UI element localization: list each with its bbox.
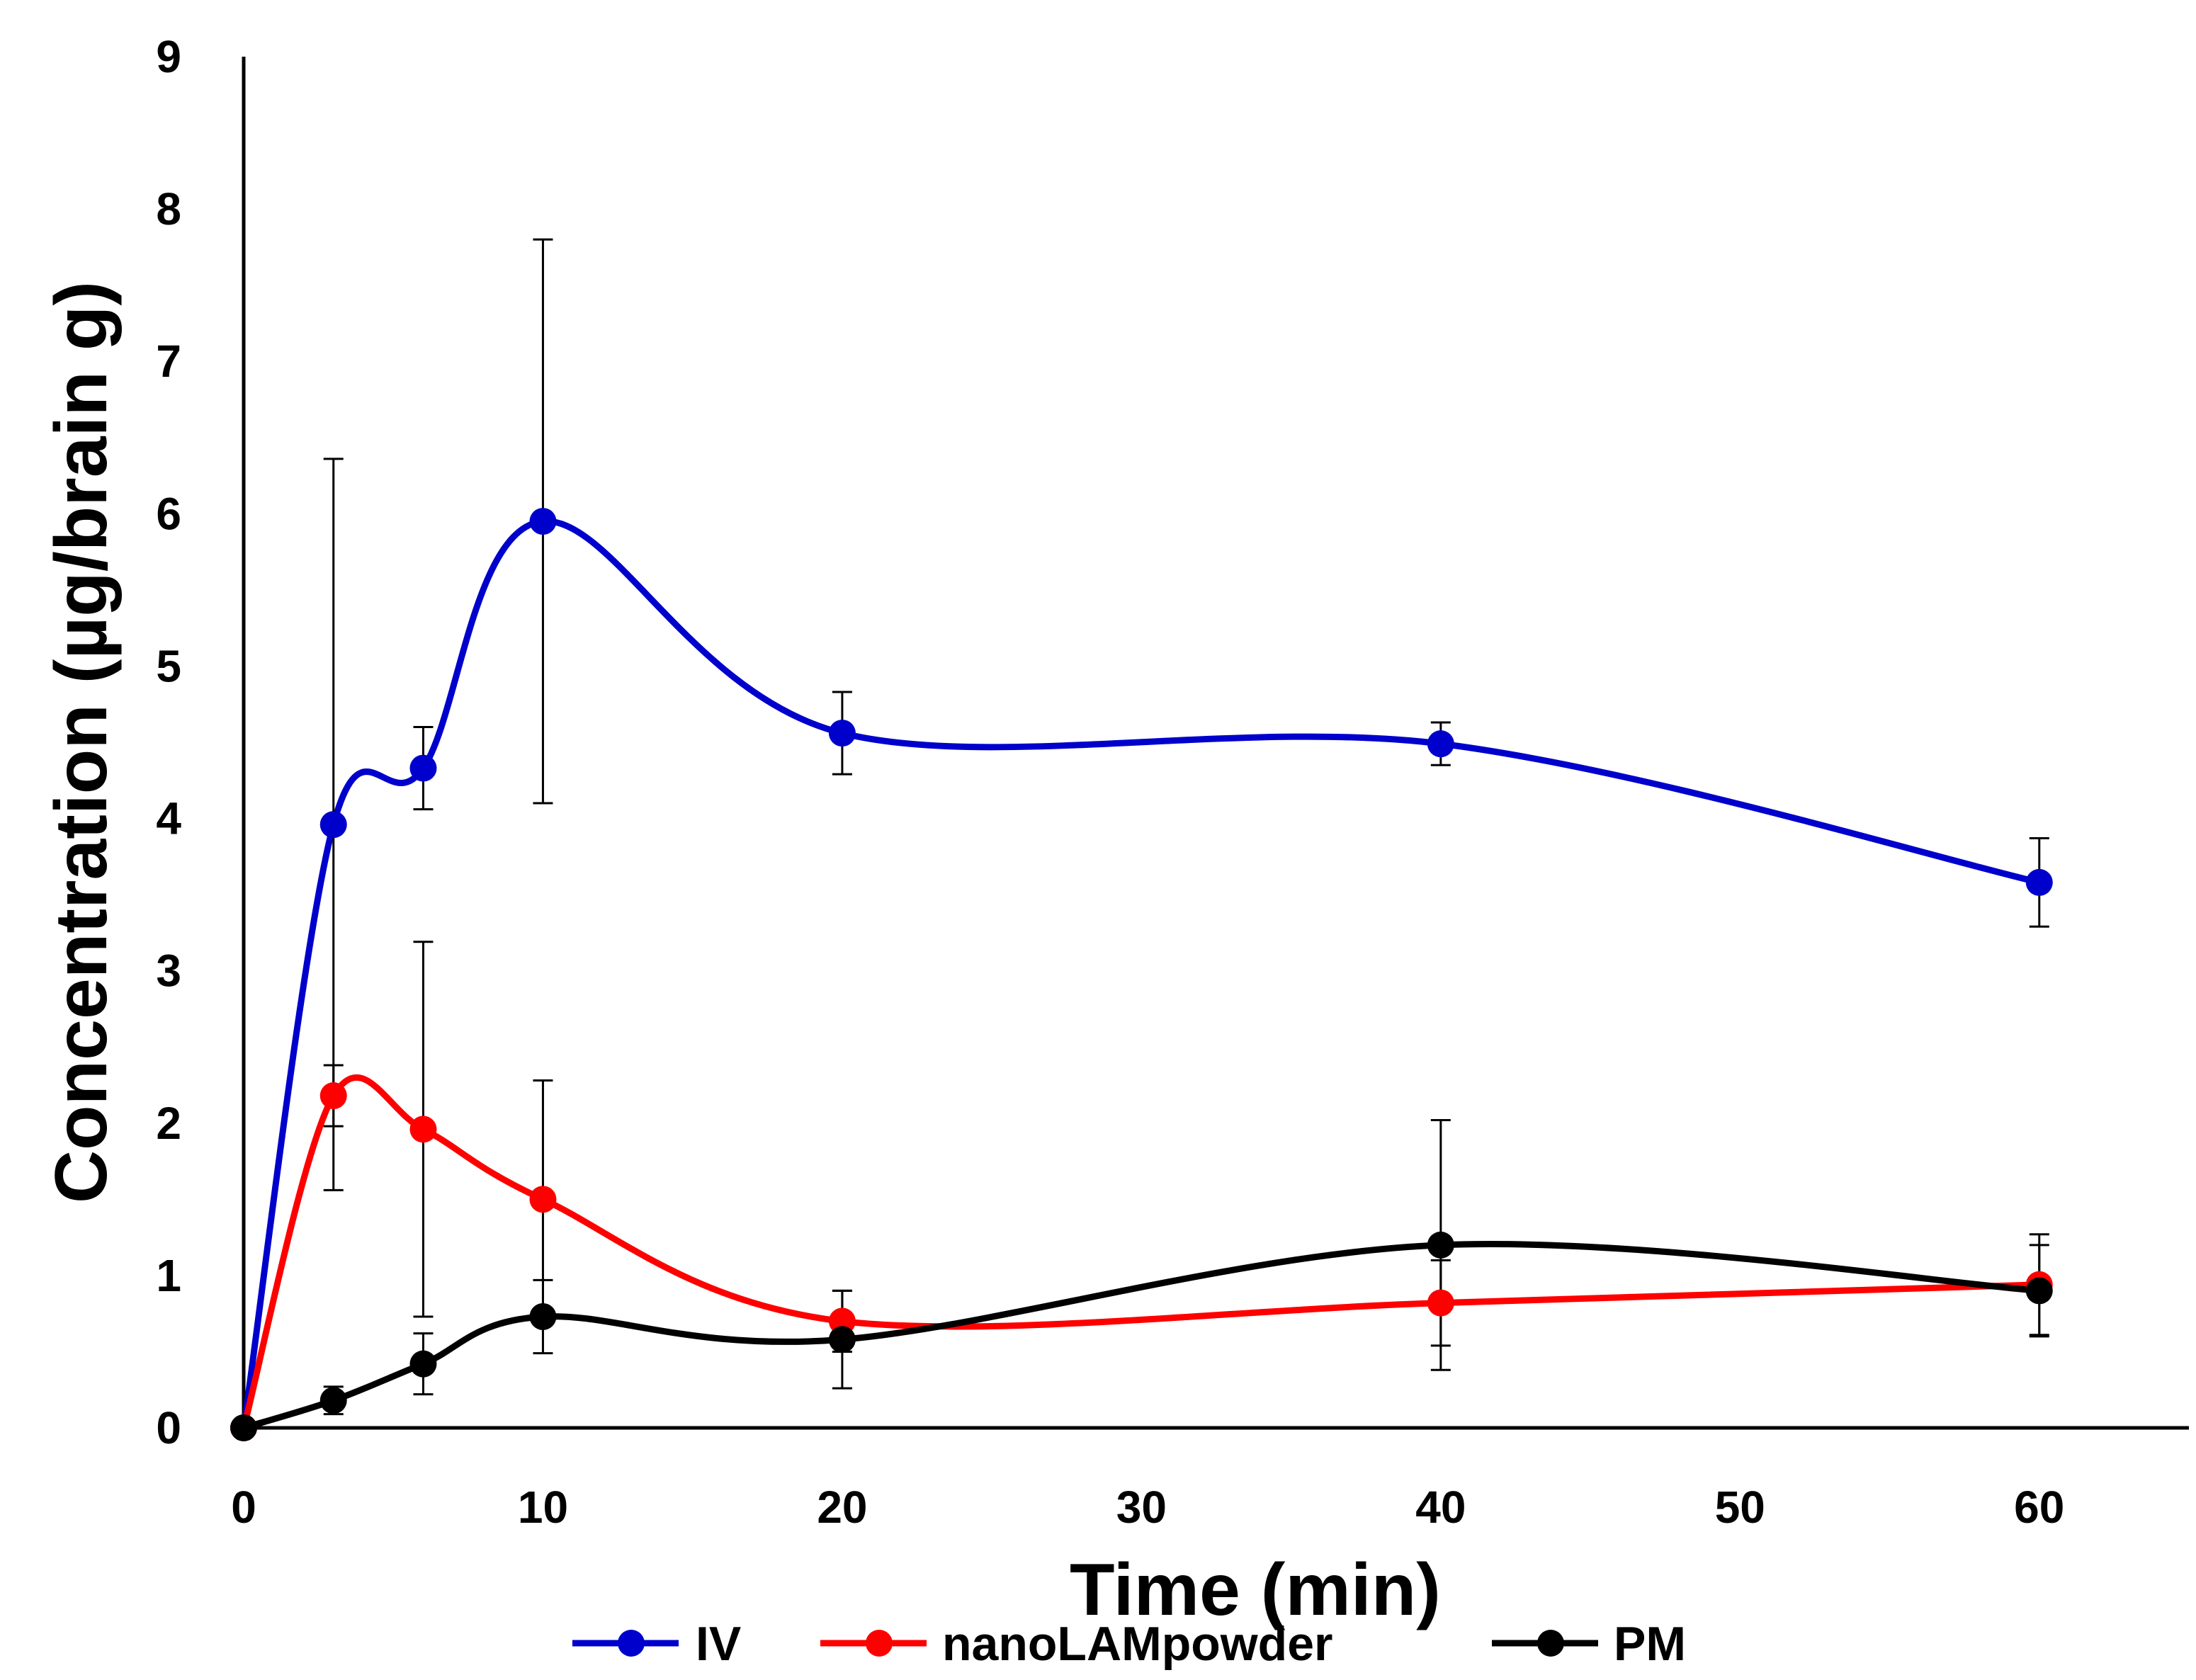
y-axis-title: Concentration (µg/brain g) (40, 281, 123, 1203)
data-point-pm (529, 1302, 557, 1330)
data-markers (230, 508, 2053, 1441)
data-point-pm (1427, 1231, 1454, 1259)
y-tick-label: 2 (156, 1098, 181, 1149)
y-tick-label: 4 (156, 793, 181, 844)
legend-label: nanoLAMpowder (942, 1617, 1333, 1671)
error-bars (323, 238, 2049, 1416)
legend-marker (618, 1630, 645, 1657)
series-line-nanolampowder (240, 1074, 2043, 1431)
data-point-iv (1427, 730, 1454, 758)
x-axis-title: Time (min) (1070, 1549, 1441, 1631)
data-point-pm (828, 1326, 856, 1353)
series-line-pm (240, 1241, 2043, 1431)
y-tick-label: 1 (156, 1250, 181, 1301)
x-tick-labels: 0 10 20 30 40 50 60 (231, 1482, 2064, 1533)
data-point-iv (828, 720, 856, 747)
x-tick-label: 40 (1415, 1482, 1466, 1533)
series-line-iv (240, 518, 2043, 1431)
y-tick-label: 0 (156, 1402, 181, 1453)
legend-label: PM (1614, 1617, 1686, 1671)
x-tick-label: 20 (817, 1482, 867, 1533)
data-point-iv (319, 811, 347, 839)
data-point-iv (409, 754, 437, 782)
data-point-nanolampowder (319, 1082, 347, 1110)
axes (242, 57, 2189, 1430)
legend-label: IV (696, 1617, 741, 1671)
data-point-nanolampowder (1427, 1289, 1454, 1317)
legend-marker (1537, 1630, 1564, 1657)
data-point-iv (2025, 868, 2053, 896)
x-tick-label: 0 (231, 1482, 256, 1533)
x-tick-label: 60 (2014, 1482, 2064, 1533)
legend-marker (866, 1630, 893, 1657)
legend-item-iv: IV (572, 1617, 741, 1671)
legend-item-pm: PM (1492, 1617, 1686, 1671)
series-curves (240, 518, 2043, 1431)
data-point-iv (529, 508, 557, 535)
data-point-pm (2025, 1277, 2053, 1305)
y-tick-labels: 0 1 2 3 4 5 6 7 8 9 (156, 31, 181, 1453)
y-tick-label: 7 (156, 336, 181, 387)
x-tick-label: 30 (1116, 1482, 1167, 1533)
x-tick-label: 10 (518, 1482, 568, 1533)
legend-item-nanolampowder: nanoLAMpowder (820, 1617, 1333, 1671)
x-tick-label: 50 (1715, 1482, 1765, 1533)
y-tick-label: 6 (156, 488, 181, 539)
y-tick-label: 9 (156, 31, 181, 82)
data-point-pm (230, 1414, 257, 1441)
data-point-nanolampowder (409, 1116, 437, 1143)
data-point-pm (319, 1387, 347, 1414)
legend: IV nanoLAMpowder PM (572, 1617, 1686, 1671)
y-tick-label: 5 (156, 640, 181, 691)
y-tick-label: 8 (156, 183, 181, 234)
data-point-nanolampowder (529, 1186, 557, 1213)
data-point-pm (409, 1350, 437, 1378)
y-tick-label: 3 (156, 946, 181, 997)
